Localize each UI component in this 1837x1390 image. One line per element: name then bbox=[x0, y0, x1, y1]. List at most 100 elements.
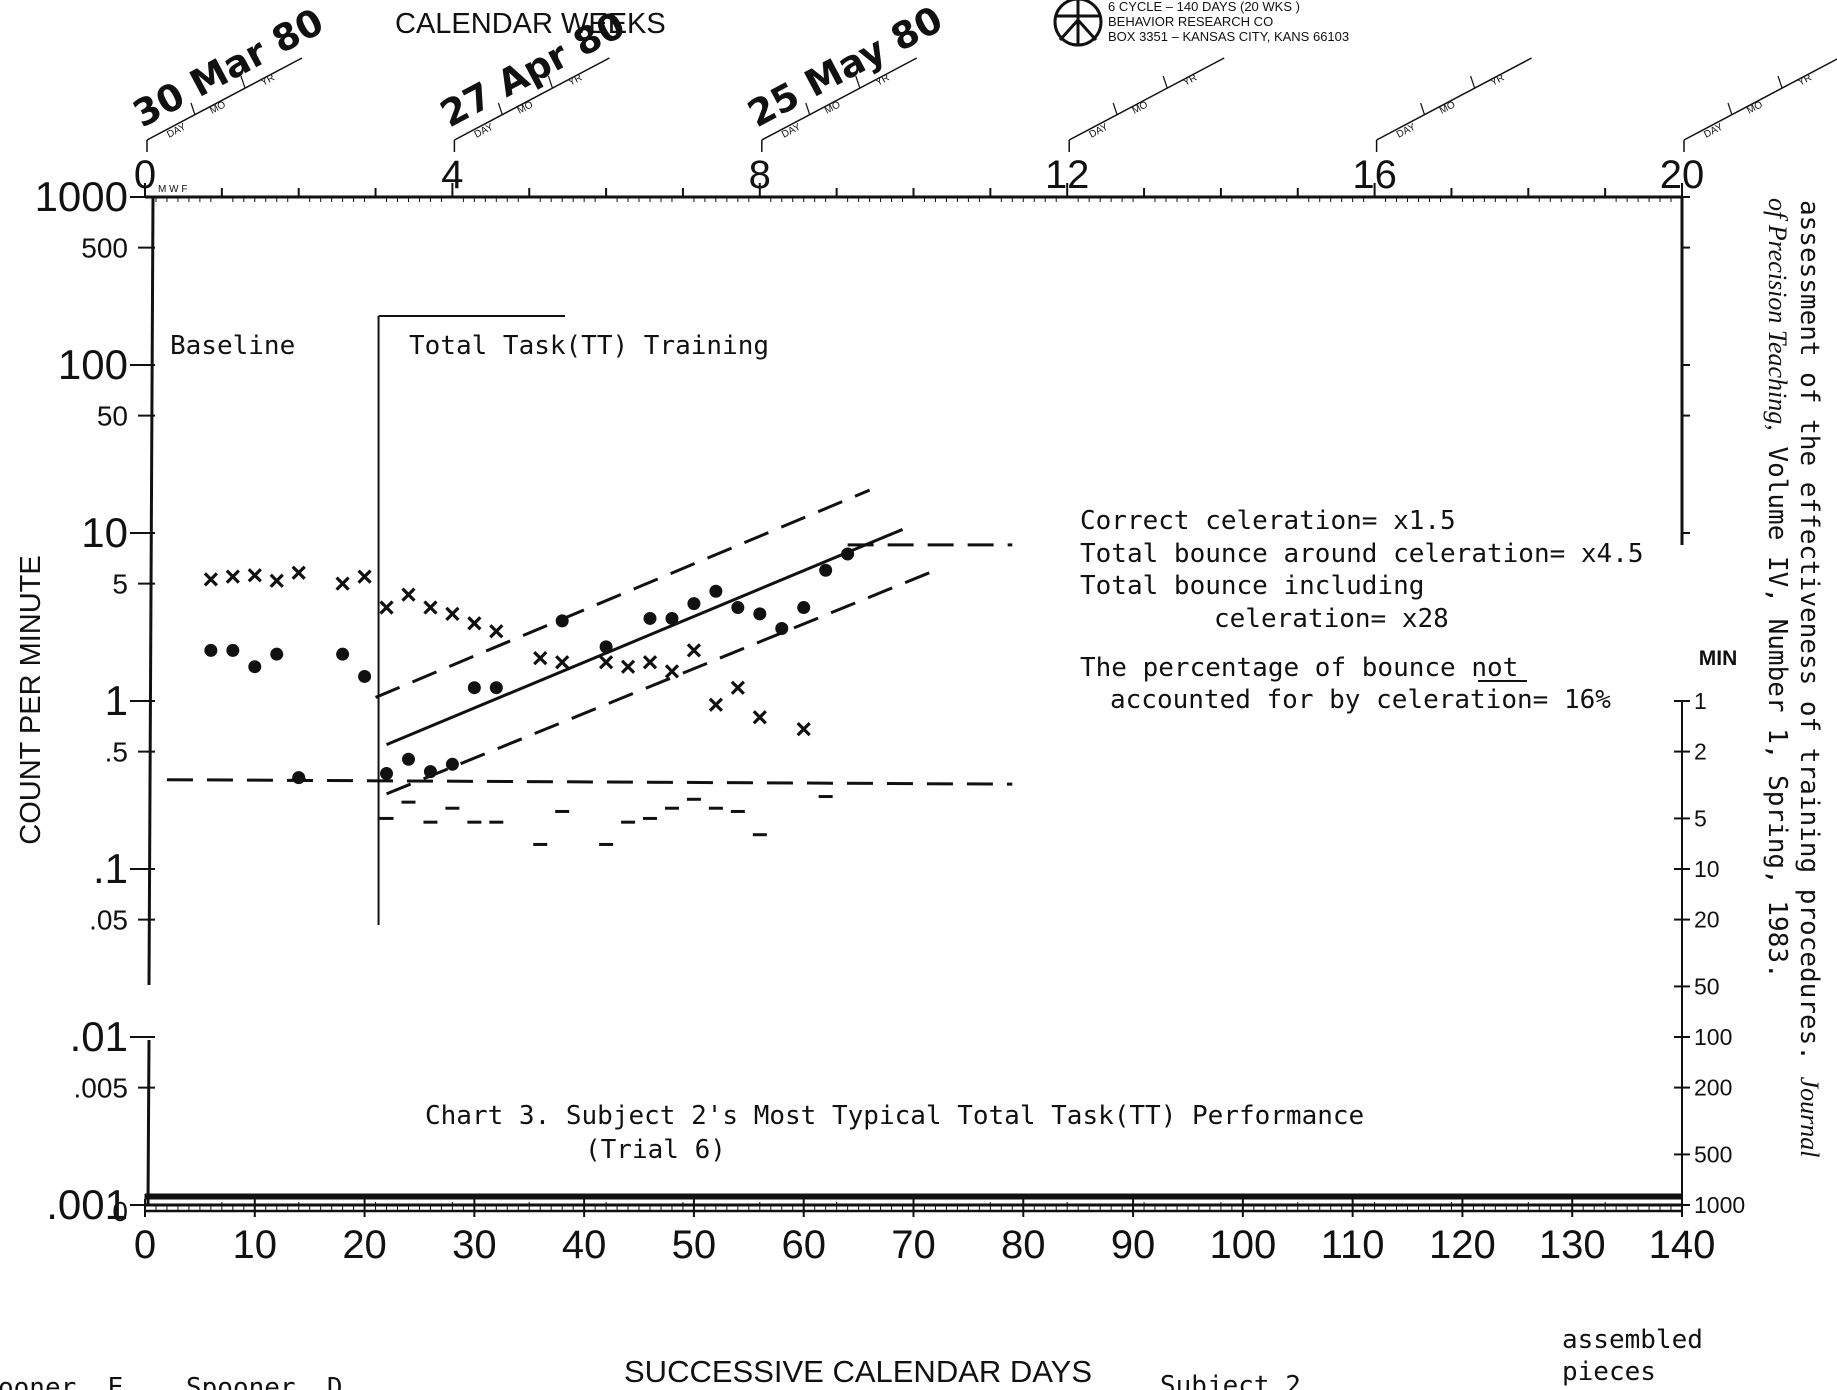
right-tick-label: 1000 bbox=[1694, 1192, 1745, 1218]
data-x bbox=[598, 655, 614, 670]
date-slot-line bbox=[1683, 58, 1837, 141]
right-tick-label: 100 bbox=[1694, 1024, 1732, 1050]
x-tick-label: 120 bbox=[1429, 1223, 1496, 1267]
date-slot-divider bbox=[1777, 75, 1783, 89]
date-slot-divider bbox=[240, 75, 246, 89]
data-dot bbox=[665, 611, 679, 625]
x-tick-label: 20 bbox=[342, 1223, 387, 1267]
date-slot-label: DAY bbox=[1702, 121, 1725, 140]
data-marks bbox=[203, 547, 855, 846]
date-slot-divider bbox=[547, 75, 553, 89]
y-tick-label: .01 bbox=[70, 1013, 128, 1060]
trend-line-solid bbox=[385, 528, 904, 747]
chart-grid-strip bbox=[144, 1193, 1683, 1200]
phase-label-training: Total Task(TT) Training bbox=[409, 331, 769, 361]
x-tick-label: 80 bbox=[1001, 1223, 1046, 1267]
date-slot-line bbox=[1068, 57, 1225, 141]
date-slot-line bbox=[454, 57, 610, 141]
citation-journal: Journal bbox=[1795, 1076, 1824, 1158]
y-tick-label: 100 bbox=[58, 341, 128, 388]
right-tick-label: 200 bbox=[1694, 1075, 1732, 1101]
data-x bbox=[730, 680, 745, 695]
data-x bbox=[247, 568, 262, 583]
handwritten-date: 30 Mar 80 bbox=[126, 0, 331, 136]
publisher-logo bbox=[1076, 18, 1098, 42]
y-tick-label: 5 bbox=[112, 569, 128, 600]
date-slot-divider bbox=[1727, 102, 1733, 116]
citation-line-2: of Precision Teaching, Volume IV, Number… bbox=[1762, 198, 1792, 979]
date-slot-line bbox=[146, 57, 303, 141]
data-x bbox=[423, 600, 438, 615]
data-x bbox=[708, 697, 724, 712]
annotation-line: Correct celeration= x1.5 bbox=[1080, 506, 1456, 536]
publisher-logo bbox=[1058, 18, 1080, 42]
date-slot-label: DAY bbox=[1087, 121, 1110, 140]
data-dot bbox=[423, 765, 437, 779]
data-x bbox=[357, 569, 372, 584]
footer-name: ooner, E. bbox=[0, 1373, 139, 1390]
annotation-line: accounted for by celeration= 16% bbox=[1110, 685, 1611, 715]
y-axis-title: COUNT PER MINUTE bbox=[15, 555, 47, 844]
data-dot bbox=[467, 681, 481, 695]
date-slot-divider bbox=[190, 102, 196, 116]
x-tick-label: 50 bbox=[672, 1223, 717, 1267]
footer-assembled: assembled bbox=[1562, 1325, 1703, 1355]
data-dot bbox=[775, 622, 789, 636]
data-x bbox=[467, 616, 482, 631]
date-slot-label: YR bbox=[1489, 72, 1506, 88]
y-tick-label: .5 bbox=[105, 737, 128, 768]
x-tick-label: 0 bbox=[134, 1223, 156, 1267]
publisher-line: 6 CYCLE – 140 DAYS (20 WKS ) bbox=[1108, 0, 1300, 14]
data-dot bbox=[643, 611, 657, 625]
week-tick-label: 20 bbox=[1660, 153, 1705, 197]
data-x bbox=[620, 659, 636, 674]
data-dot bbox=[819, 563, 833, 577]
trend-line-dashed bbox=[385, 568, 937, 796]
data-dot bbox=[270, 647, 284, 661]
chart-title: Chart 3. Subject 2's Most Typical Total … bbox=[425, 1101, 1364, 1131]
date-slot-label: YR bbox=[567, 72, 584, 88]
x-tick-label: 140 bbox=[1649, 1223, 1716, 1267]
date-slot-label: MO bbox=[516, 99, 536, 116]
date-slot-label: DAY bbox=[165, 121, 188, 140]
footer-subject: Subject 2 bbox=[1160, 1371, 1301, 1390]
data-dot bbox=[687, 597, 701, 611]
trend-lines bbox=[166, 488, 1013, 796]
week-tick-label: 8 bbox=[749, 153, 771, 197]
data-dot bbox=[797, 601, 811, 615]
data-dot bbox=[445, 757, 459, 771]
y-tick-label: 1 bbox=[105, 677, 128, 724]
right-tick-label: 50 bbox=[1694, 973, 1720, 999]
data-x bbox=[555, 655, 570, 670]
data-dot bbox=[336, 647, 350, 661]
x-tick-label: 30 bbox=[452, 1223, 497, 1267]
data-dot bbox=[753, 607, 767, 621]
data-dot bbox=[204, 643, 218, 657]
date-slot-label: DAY bbox=[1395, 121, 1418, 140]
annotation-line: celeration= x28 bbox=[1214, 604, 1449, 634]
publisher-line: BEHAVIOR RESEARCH CO bbox=[1108, 14, 1273, 29]
data-dot bbox=[709, 584, 723, 598]
data-x bbox=[291, 565, 306, 580]
y-tick-label: 1000 bbox=[35, 173, 128, 220]
y-tick-label: .005 bbox=[74, 1073, 129, 1104]
x-tick-label: 100 bbox=[1209, 1223, 1276, 1267]
publisher-block: 6 CYCLE – 140 DAYS (20 WKS )BEHAVIOR RES… bbox=[1053, 0, 1349, 47]
date-slot-label: MO bbox=[1745, 99, 1765, 116]
week-tick-label: 16 bbox=[1352, 153, 1397, 197]
week-tick-label: 12 bbox=[1045, 153, 1090, 197]
date-slot-label: MO bbox=[1130, 99, 1150, 116]
date-slot-label: YR bbox=[874, 72, 891, 88]
date-slot-divider bbox=[805, 102, 811, 116]
data-x bbox=[664, 664, 680, 679]
right-tick-label: 10 bbox=[1694, 856, 1720, 882]
right-tick-label: 500 bbox=[1694, 1141, 1732, 1167]
phase-lines: Baseline Total Task(TT) Training bbox=[170, 315, 769, 925]
data-dot bbox=[555, 614, 569, 628]
data-dot bbox=[599, 640, 613, 654]
